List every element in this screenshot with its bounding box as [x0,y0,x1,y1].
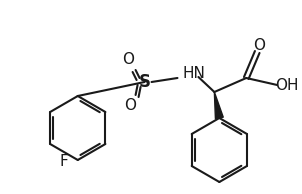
Text: O: O [123,53,135,68]
Text: O: O [125,99,137,113]
Text: F: F [59,153,68,169]
Text: S: S [139,73,151,91]
Polygon shape [214,92,223,119]
Text: HN: HN [182,66,205,81]
Text: O: O [253,38,265,54]
Text: OH: OH [275,77,299,93]
